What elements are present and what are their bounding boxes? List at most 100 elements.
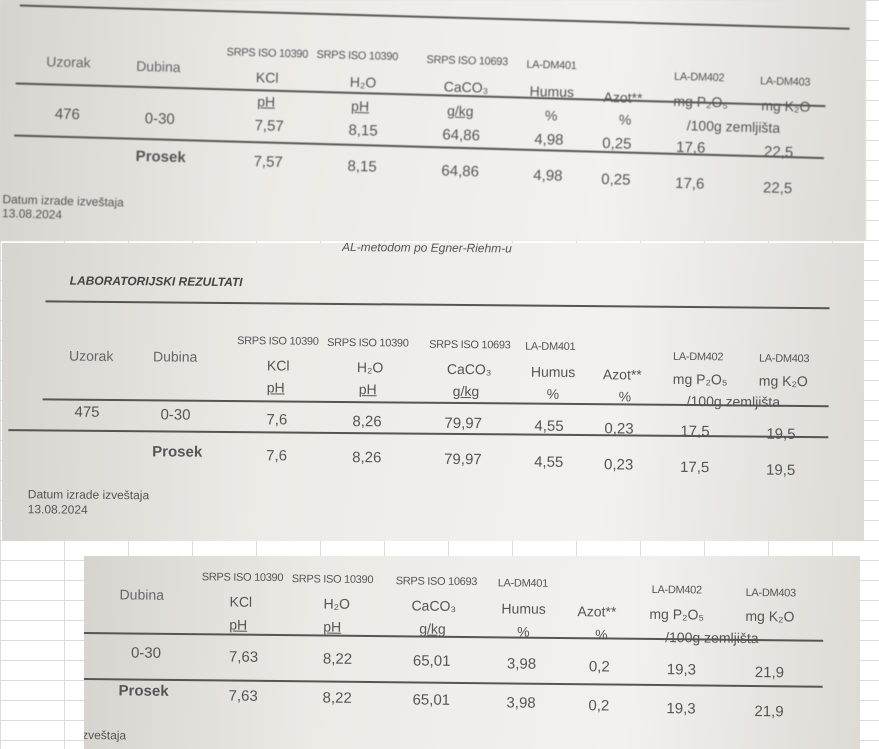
cell-dubina: 0-30	[144, 110, 176, 128]
prosek-caco3: 79,97	[444, 450, 482, 469]
prosek-k2o: 21,9	[754, 703, 784, 721]
report-photo-3: SRPS ISO 10390 SRPS ISO 10390 SRPS ISO 1…	[84, 556, 860, 749]
standard-label: LA-DM402	[672, 350, 724, 364]
standard-label: LA-DM401	[525, 340, 576, 354]
cell-k2o: 19,5	[766, 425, 796, 443]
cell-k2o: 21,9	[754, 664, 785, 682]
datum-value: 13.08.2024	[27, 502, 88, 517]
header-humus-unit: %	[544, 107, 558, 124]
header-humus: Humus	[530, 363, 576, 381]
header-azot: Azot**	[602, 366, 642, 383]
cell-humus: 4,55	[534, 417, 564, 435]
standard-label: SRPS ISO 10693	[426, 53, 509, 69]
standard-label: SRPS ISO 10390	[327, 336, 409, 350]
header-kcl: KCl	[255, 69, 279, 86]
prosek-label: Prosek	[118, 682, 169, 700]
header-ph: pH	[358, 381, 377, 398]
cell-kcl: 7,63	[228, 648, 259, 666]
cell-dubina: 0-30	[160, 406, 191, 424]
header-ph: pH	[229, 616, 248, 633]
report-title: LABORATORIJSKI REZULTATI	[69, 273, 243, 290]
cell-dubina: 0-30	[130, 644, 162, 662]
header-azot-unit: %	[595, 626, 608, 643]
cell-h2o: 8,15	[348, 121, 378, 140]
prosek-h2o: 8,22	[322, 689, 352, 707]
cell-h2o: 8,22	[322, 650, 353, 668]
method-note: AL-metodom po Egner-Riehm-u	[341, 243, 512, 256]
standard-label: SRPS ISO 10390	[226, 46, 309, 61]
divider-line	[45, 300, 830, 310]
prosek-p2o5: 19,3	[666, 700, 696, 718]
prosek-kcl: 7,6	[266, 447, 288, 465]
header-dubina: Dubina	[119, 586, 165, 603]
header-kcl: KCl	[266, 357, 290, 374]
standard-label: SRPS ISO 10693	[429, 338, 511, 352]
cell-p2o5: 19,3	[666, 661, 697, 679]
prosek-h2o: 8,26	[352, 449, 382, 467]
standard-label: LA-DM403	[759, 75, 811, 89]
prosek-p2o5: 17,6	[674, 174, 705, 193]
header-azot-unit: %	[618, 388, 632, 405]
header-caco3: CaCO₃	[446, 360, 492, 378]
divider-line	[19, 4, 850, 30]
prosek-azot: 0,23	[604, 456, 634, 474]
header-p2o5: mg P₂O₅	[672, 370, 728, 388]
datum-label: Datum izrade izveštaja	[27, 487, 150, 503]
prosek-k2o: 22,5	[762, 179, 793, 198]
cell-azot: 0,2	[588, 658, 610, 676]
prosek-azot: 0,2	[588, 697, 610, 715]
header-k2o: mg K₂O	[758, 372, 808, 390]
standard-label: SRPS ISO 10390	[237, 335, 319, 348]
header-h2o: H₂O	[323, 595, 351, 612]
header-dubina: Dubina	[135, 57, 181, 76]
header-uzorak: Uzorak	[68, 347, 114, 364]
standard-label: LA-DM402	[651, 583, 702, 597]
standard-label: SRPS ISO 10390	[201, 571, 284, 585]
header-p2o5: mg P₂O₅	[649, 605, 705, 623]
header-humus: Humus	[501, 600, 546, 617]
cell-kcl: 7,57	[254, 117, 285, 135]
header-uzorak: Uzorak	[46, 53, 91, 71]
prosek-humus: 4,55	[534, 453, 564, 471]
prosek-azot: 0,25	[600, 170, 631, 189]
standard-label: LA-DM401	[526, 58, 577, 73]
standard-label: SRPS ISO 10390	[316, 48, 399, 64]
report-photo-1: SRPS ISO 10390 SRPS ISO 10390 SRPS ISO 1…	[0, 0, 866, 241]
divider-line	[84, 677, 823, 688]
cell-k2o: 22,5	[763, 143, 794, 162]
report-photo-2: AL-metodom po Egner-Riehm-u LABORATORIJS…	[2, 243, 864, 541]
prosek-h2o: 8,15	[347, 157, 377, 176]
cell-caco3: 65,01	[412, 652, 451, 670]
cell-caco3: 79,97	[444, 414, 483, 433]
header-gkg: g/kg	[446, 102, 474, 120]
standard-label: LA-DM402	[673, 70, 725, 85]
header-dubina: Dubina	[152, 348, 198, 365]
header-caco3: CaCO₃	[443, 78, 489, 96]
datum-value: 13.08.2024	[1, 206, 63, 222]
prosek-humus: 4,98	[533, 166, 563, 185]
prosek-label: Prosek	[152, 443, 203, 461]
prosek-kcl: 7,57	[253, 153, 284, 171]
prosek-label: Prosek	[135, 147, 186, 167]
cell-caco3: 64,86	[442, 126, 481, 145]
header-kcl: KCl	[229, 593, 253, 610]
header-unit: /100g zemljišta	[686, 392, 781, 410]
header-humus-unit: %	[546, 385, 560, 402]
cell-uzorak: 476	[54, 105, 81, 124]
datum-fragment: zveštaja	[84, 727, 127, 743]
header-ph: pH	[323, 618, 342, 635]
prosek-caco3: 65,01	[412, 691, 451, 709]
cell-h2o: 8,26	[352, 413, 382, 431]
header-gkg: g/kg	[419, 620, 446, 637]
standard-label: LA-DM403	[758, 352, 810, 366]
cell-uzorak: 475	[74, 403, 100, 421]
header-azot: Azot**	[603, 88, 643, 106]
prosek-kcl: 7,63	[228, 687, 258, 705]
cell-p2o5: 17,5	[680, 422, 710, 441]
standard-label: LA-DM403	[745, 586, 796, 600]
header-azot-unit: %	[618, 111, 632, 128]
header-gkg: g/kg	[452, 382, 480, 400]
header-ph: pH	[350, 97, 370, 115]
standard-label: LA-DM401	[497, 577, 548, 590]
cell-kcl: 7,6	[266, 411, 288, 429]
